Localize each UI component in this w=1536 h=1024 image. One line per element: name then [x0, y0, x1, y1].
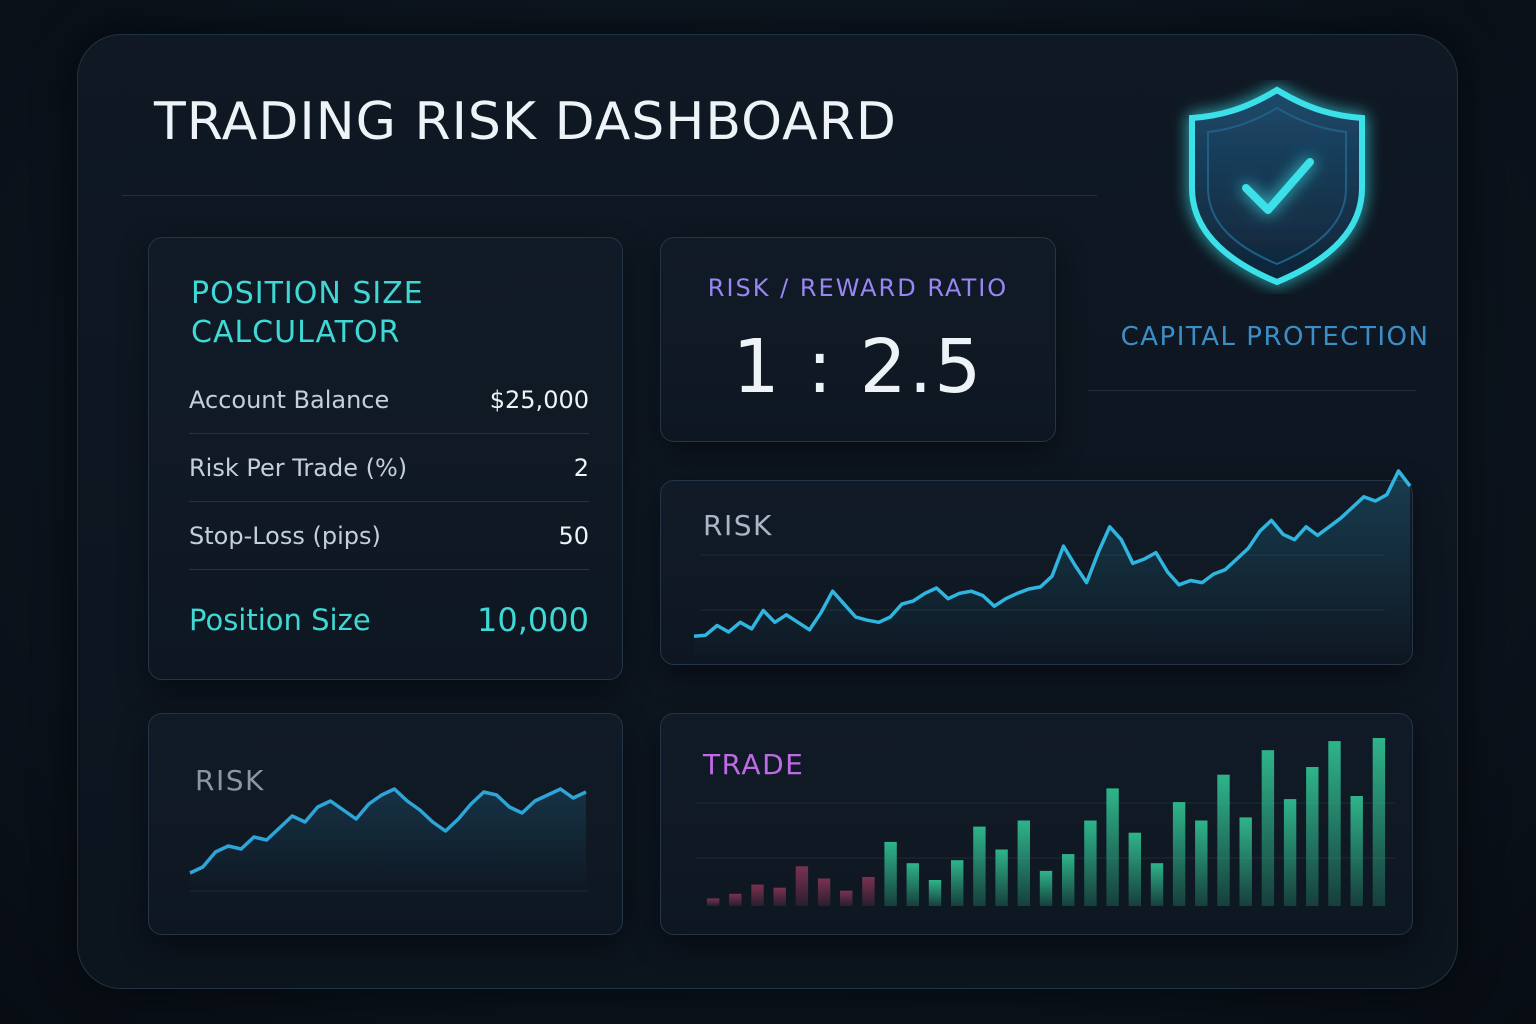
trade-bar [1372, 738, 1386, 906]
trade-bar [1084, 820, 1097, 906]
calculator-title: POSITION SIZE CALCULATOR [191, 276, 424, 350]
trade-bar [1261, 750, 1275, 906]
trade-bar-chart [696, 738, 1395, 906]
trade-bar [1106, 788, 1119, 906]
trade-bar [973, 826, 986, 906]
trade-bar [751, 884, 764, 906]
stop-loss-label: Stop-Loss (pips) [189, 521, 381, 550]
trade-bar [840, 890, 853, 906]
trade-bar [862, 877, 875, 906]
trade-bar [1150, 863, 1164, 906]
trade-bar [1039, 870, 1053, 906]
trade-bar [884, 841, 897, 906]
risk-per-trade-row[interactable]: Risk Per Trade (%) 2 [189, 434, 589, 502]
trade-bar [773, 887, 786, 906]
trade-bar [1350, 796, 1363, 906]
trade-bar [928, 880, 942, 906]
risk-per-trade-label: Risk Per Trade (%) [189, 453, 408, 482]
trade-bar [1283, 799, 1297, 906]
trade-bar [1306, 767, 1319, 906]
title-divider [122, 195, 1097, 196]
trade-bar [951, 860, 964, 906]
account-balance-label: Account Balance [189, 385, 390, 414]
position-size-label: Position Size [189, 603, 371, 637]
shield-check-icon [1170, 80, 1384, 294]
trade-bar [1062, 854, 1075, 906]
risk-reward-panel: RISK / REWARD RATIO 1 : 2.5 [660, 237, 1056, 442]
trade-bar [795, 866, 809, 906]
risk-area [694, 471, 1410, 663]
trade-bar [817, 878, 831, 906]
trade-bar [1217, 774, 1230, 906]
small-risk-chart-title: RISK [195, 764, 265, 797]
trade-bar [906, 863, 919, 906]
small-risk-area [190, 789, 586, 891]
page-title: TRADING RISK DASHBOARD [154, 92, 897, 152]
capital-protection-label: CAPITAL PROTECTION [1120, 322, 1430, 352]
trade-bar [995, 849, 1008, 906]
risk-chart-title: RISK [703, 509, 773, 542]
risk-reward-value: 1 : 2.5 [732, 324, 984, 410]
small-risk-line-chart [189, 787, 588, 892]
risk-reward-label: RISK / REWARD RATIO [707, 274, 1009, 302]
risk-per-trade-value[interactable]: 2 [573, 453, 589, 482]
trade-bar [1017, 820, 1030, 906]
position-size-calculator-panel: POSITION SIZE CALCULATOR Account Balance… [148, 237, 623, 680]
position-size-value: 10,000 [477, 601, 589, 639]
account-balance-value[interactable]: $25,000 [489, 385, 589, 414]
trade-bar [706, 898, 720, 906]
risk-series-line [693, 469, 1412, 639]
position-size-result: Position Size 10,000 [189, 590, 589, 650]
trade-bar [1172, 802, 1186, 906]
stop-loss-value[interactable]: 50 [558, 521, 589, 550]
trade-bar [1128, 832, 1141, 906]
trade-chart-title: TRADE [703, 748, 805, 781]
side-divider [1088, 390, 1416, 391]
trade-bar [1195, 820, 1208, 906]
trade-bar [729, 893, 742, 906]
stop-loss-row[interactable]: Stop-Loss (pips) 50 [189, 502, 589, 570]
trade-bar [1239, 817, 1252, 906]
trade-bar [1328, 741, 1341, 906]
risk-line-chart [693, 469, 1412, 663]
account-balance-row[interactable]: Account Balance $25,000 [189, 366, 589, 434]
small-risk-series-line [189, 787, 587, 875]
